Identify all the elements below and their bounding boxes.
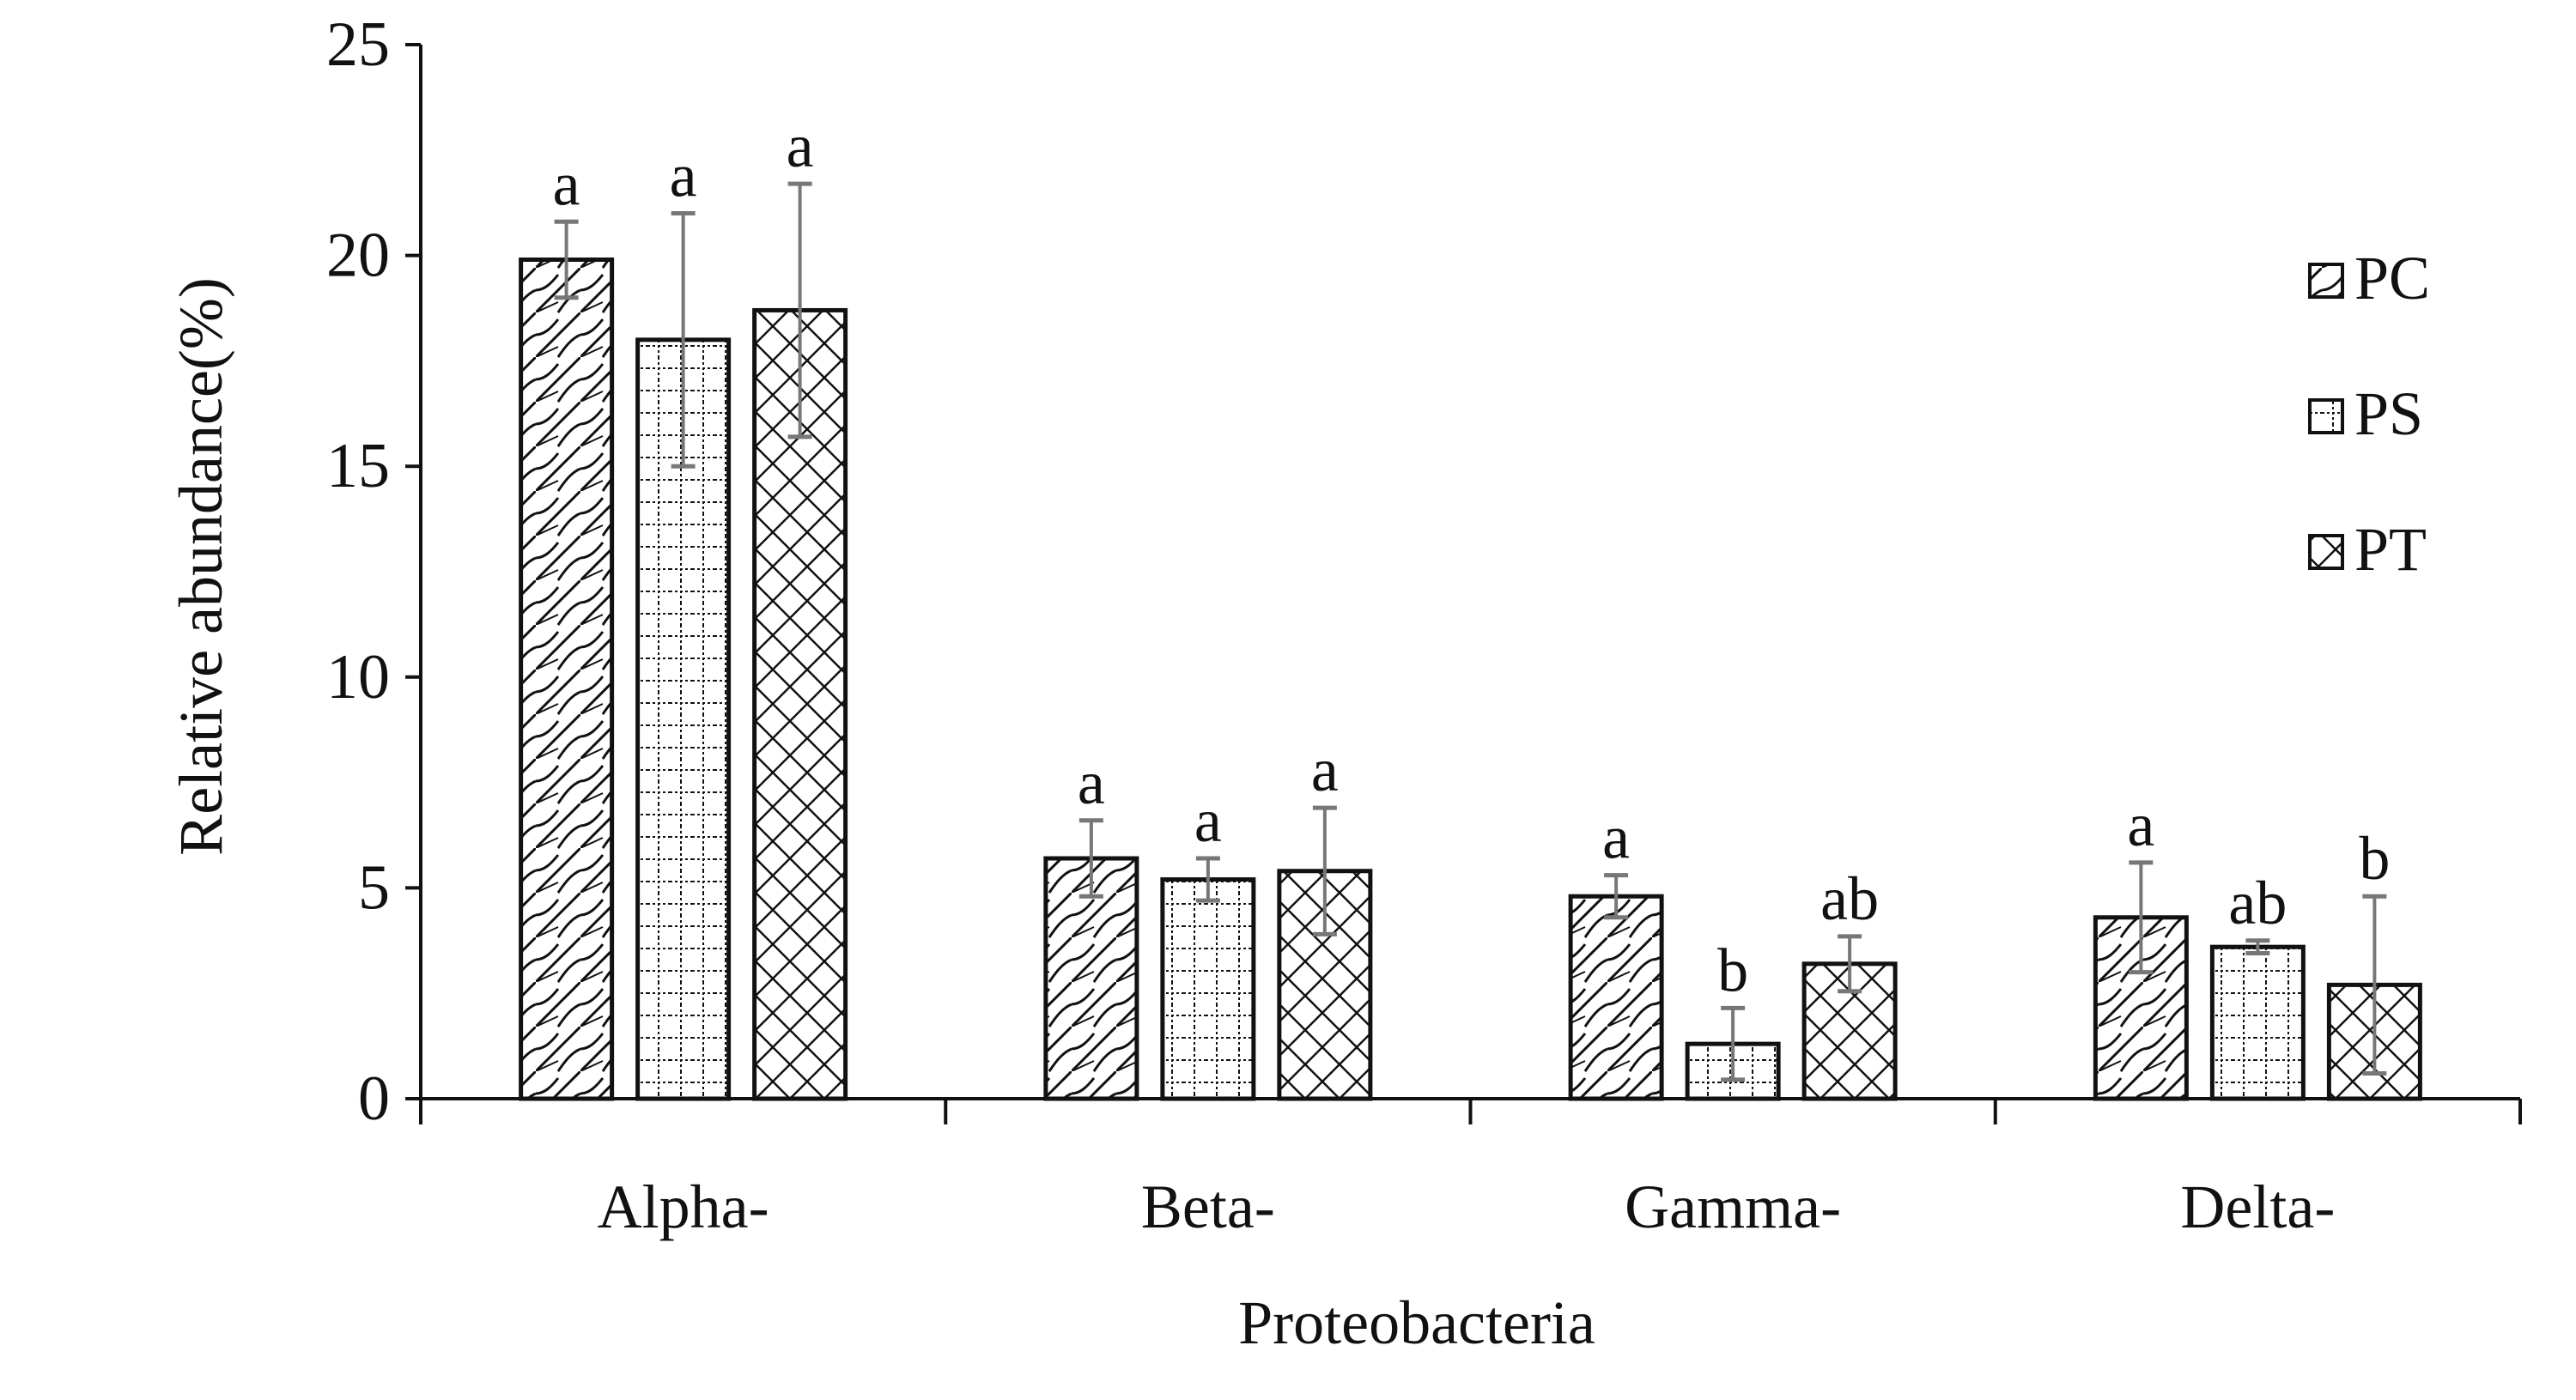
- legend-swatch-pc: [2308, 263, 2344, 299]
- x-tick-label: Alpha-: [598, 1173, 769, 1241]
- significance-label: ab: [1820, 864, 1879, 933]
- bar-pc: [1568, 894, 1664, 1101]
- x-tick-label: Beta-: [1141, 1173, 1275, 1241]
- significance-label: a: [1078, 748, 1105, 817]
- significance-label: a: [553, 149, 580, 218]
- significance-label: b: [1717, 936, 1748, 1004]
- legend-swatch-ps: [2308, 398, 2344, 434]
- legend-label-pt: PT: [2354, 515, 2427, 584]
- x-axis-title: Proteobacteria: [1238, 1288, 1595, 1357]
- significance-label: a: [1194, 786, 1222, 855]
- legend-swatch-pt: [2308, 534, 2344, 570]
- y-axis-title: Relative abundance(%): [167, 277, 235, 856]
- significance-label: b: [2359, 824, 2390, 893]
- bar-ps: [2209, 944, 2306, 1101]
- bar-ps: [1160, 877, 1256, 1101]
- bar-pt: [752, 307, 848, 1101]
- legend-label-ps: PS: [2354, 379, 2423, 448]
- y-tick-label: 25: [326, 9, 390, 80]
- x-tick-label: Delta-: [2180, 1173, 2335, 1241]
- significance-label: a: [2127, 791, 2154, 859]
- bar-pc: [1043, 856, 1139, 1101]
- significance-label: a: [1311, 736, 1339, 804]
- legend-label-pc: PC: [2354, 244, 2430, 312]
- significance-label: a: [1602, 803, 1630, 872]
- y-tick-label: 0: [358, 1064, 390, 1134]
- y-tick-label: 20: [326, 221, 390, 291]
- y-tick-label: 5: [358, 852, 390, 923]
- significance-label: a: [670, 141, 697, 209]
- x-tick-label: Gamma-: [1625, 1173, 1841, 1241]
- significance-label: ab: [2228, 869, 2287, 937]
- bar-pc: [519, 258, 615, 1101]
- significance-label: a: [787, 112, 814, 180]
- y-tick-label: 15: [326, 431, 390, 501]
- y-tick-label: 10: [326, 642, 390, 712]
